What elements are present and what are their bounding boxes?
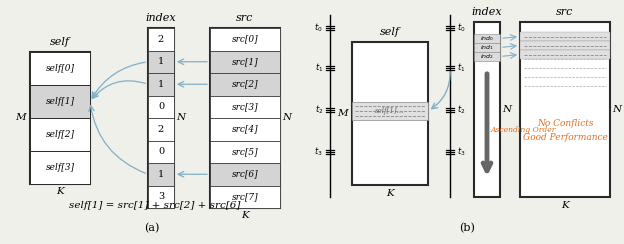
Text: src[7]: src[7] (232, 192, 258, 201)
Bar (474, 43, 500, 52)
Text: src[0]: src[0] (232, 35, 258, 44)
Bar (210, 141, 280, 163)
Text: M: M (15, 113, 26, 122)
Bar (148, 51, 174, 73)
Text: No Conflicts
Good Performance: No Conflicts Good Performance (522, 119, 607, 142)
Bar (30, 85, 90, 118)
Text: 0: 0 (158, 102, 164, 111)
Text: src[5]: src[5] (232, 147, 258, 156)
Bar (148, 95, 174, 118)
Text: self[3]: self[3] (46, 163, 74, 172)
Text: self[1]: self[1] (46, 97, 74, 106)
Text: K: K (56, 187, 64, 196)
Text: src: src (557, 7, 573, 17)
Bar (474, 34, 500, 43)
Text: 1: 1 (158, 57, 164, 66)
Text: 2: 2 (158, 35, 164, 44)
Text: $ind_2$: $ind_2$ (480, 52, 494, 61)
Bar (210, 51, 280, 73)
Text: index: index (145, 13, 177, 23)
Bar (30, 151, 90, 184)
Text: N: N (612, 105, 622, 114)
Text: $ind_1$: $ind_1$ (480, 43, 494, 52)
Text: $t_1$: $t_1$ (314, 62, 323, 74)
Text: K: K (386, 189, 394, 197)
Bar (520, 32, 610, 41)
Text: 3: 3 (158, 192, 164, 201)
Bar (30, 118, 90, 151)
Text: N: N (283, 113, 291, 122)
Bar (148, 28, 174, 208)
Bar (210, 95, 280, 118)
Text: self: self (50, 37, 70, 47)
Bar (520, 50, 610, 59)
Text: 0: 0 (158, 147, 164, 156)
Bar (148, 118, 174, 141)
Text: $t_3$: $t_3$ (314, 146, 323, 158)
Text: src[1]: src[1] (232, 57, 258, 66)
Bar (148, 73, 174, 95)
Bar (210, 118, 280, 141)
Bar (520, 22, 610, 197)
Text: src[2]: src[2] (232, 80, 258, 89)
Bar (520, 41, 610, 50)
Text: src[6]: src[6] (232, 170, 258, 179)
Text: N: N (177, 113, 185, 122)
Text: K: K (561, 201, 569, 210)
Text: $t_2$: $t_2$ (457, 104, 466, 116)
Bar (210, 28, 280, 208)
Text: (a): (a) (144, 223, 160, 233)
Bar (474, 22, 500, 197)
Bar (210, 28, 280, 51)
Text: Ascending Order: Ascending Order (491, 126, 557, 134)
Text: self[1]...: self[1]... (375, 107, 405, 115)
Text: src: src (236, 13, 254, 23)
Bar (210, 73, 280, 95)
Bar (30, 52, 90, 85)
Text: index: index (472, 7, 502, 17)
Text: N: N (502, 105, 512, 114)
Bar (474, 52, 500, 61)
Text: self[2]: self[2] (46, 130, 74, 139)
Bar (210, 163, 280, 185)
Text: self[1] = src[1] + src[2] + src[6]: self[1] = src[1] + src[2] + src[6] (69, 201, 241, 210)
Bar (30, 52, 90, 184)
Text: 1: 1 (158, 170, 164, 179)
Text: $ind_0$: $ind_0$ (480, 34, 494, 43)
Text: M: M (337, 109, 348, 118)
Text: $t_0$: $t_0$ (457, 22, 466, 34)
Text: self: self (380, 27, 400, 37)
Text: src[3]: src[3] (232, 102, 258, 111)
Text: K: K (241, 212, 249, 221)
Bar (148, 28, 174, 51)
Text: 2: 2 (158, 125, 164, 134)
Bar (210, 185, 280, 208)
Text: $t_3$: $t_3$ (457, 146, 466, 158)
Bar (352, 102, 428, 120)
Bar (148, 163, 174, 185)
Bar (352, 42, 428, 185)
Bar (148, 185, 174, 208)
Text: self[0]: self[0] (46, 64, 74, 73)
Text: src[4]: src[4] (232, 125, 258, 134)
Bar (148, 141, 174, 163)
Text: $t_2$: $t_2$ (314, 104, 323, 116)
Text: (b): (b) (459, 223, 475, 233)
Text: $t_1$: $t_1$ (457, 62, 466, 74)
Text: $t_0$: $t_0$ (314, 22, 323, 34)
Text: 1: 1 (158, 80, 164, 89)
